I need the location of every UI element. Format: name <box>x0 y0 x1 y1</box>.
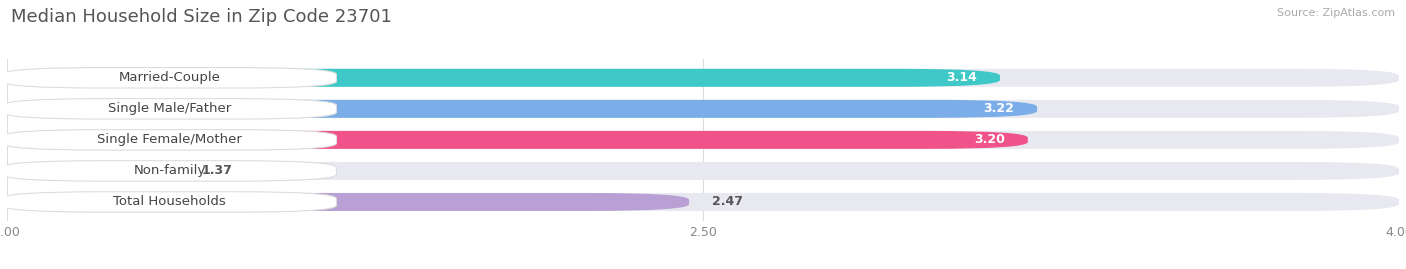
Text: Single Female/Mother: Single Female/Mother <box>97 133 242 146</box>
FancyBboxPatch shape <box>7 131 1028 149</box>
Text: 1.37: 1.37 <box>202 164 233 178</box>
Text: 3.22: 3.22 <box>983 102 1014 115</box>
FancyBboxPatch shape <box>7 100 1399 118</box>
Text: 3.20: 3.20 <box>974 133 1005 146</box>
Text: Source: ZipAtlas.com: Source: ZipAtlas.com <box>1277 8 1395 18</box>
Text: 2.47: 2.47 <box>713 196 744 208</box>
FancyBboxPatch shape <box>7 162 1399 180</box>
FancyBboxPatch shape <box>3 192 336 212</box>
Text: Married-Couple: Married-Couple <box>118 71 221 84</box>
FancyBboxPatch shape <box>3 161 336 181</box>
Text: Non-family: Non-family <box>134 164 205 178</box>
FancyBboxPatch shape <box>7 193 689 211</box>
FancyBboxPatch shape <box>7 69 1399 87</box>
FancyBboxPatch shape <box>3 130 336 150</box>
Text: 3.14: 3.14 <box>946 71 977 84</box>
FancyBboxPatch shape <box>7 69 1000 87</box>
Text: Median Household Size in Zip Code 23701: Median Household Size in Zip Code 23701 <box>11 8 392 26</box>
FancyBboxPatch shape <box>7 131 1399 149</box>
Text: Total Households: Total Households <box>112 196 226 208</box>
FancyBboxPatch shape <box>7 193 1399 211</box>
FancyBboxPatch shape <box>3 68 336 88</box>
Text: Single Male/Father: Single Male/Father <box>108 102 231 115</box>
FancyBboxPatch shape <box>7 162 179 180</box>
FancyBboxPatch shape <box>7 100 1038 118</box>
FancyBboxPatch shape <box>3 99 336 119</box>
